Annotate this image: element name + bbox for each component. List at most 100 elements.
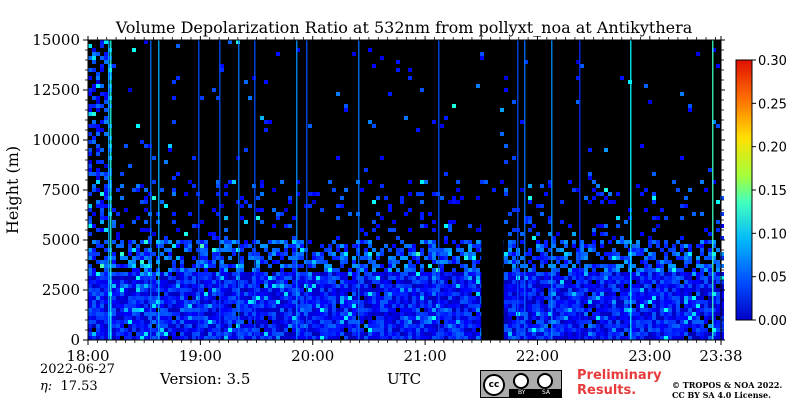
heatmap-cell-741	[188, 328, 192, 332]
heatmap-cell-3774	[712, 256, 716, 260]
copyright-note: © TROPOS & NOA 2022. CC BY SA 4.0 Licens…	[672, 380, 782, 400]
heatmap-cell-1060	[244, 200, 248, 204]
heatmap-cell-3462	[656, 268, 660, 272]
heatmap-cell-336	[124, 256, 128, 260]
heatmap-cell-3449	[652, 312, 656, 316]
heatmap-cell-1503	[320, 284, 324, 288]
heatmap-cell-3330	[632, 324, 636, 328]
heatmap-cell-1199	[268, 252, 272, 256]
heatmap-cell-1517	[324, 248, 328, 252]
heatmap-cell-2281	[452, 312, 456, 316]
heatmap-cell-1982	[404, 296, 408, 300]
heatmap-cell-2578	[504, 284, 508, 288]
heatmap-cell-1509	[320, 308, 324, 312]
heatmap-cell-3411	[648, 256, 652, 260]
heatmap-cell-3734	[704, 288, 708, 292]
x-tick-label-3: 21:00	[403, 347, 446, 365]
heatmap-cell-3392	[644, 284, 648, 288]
heatmap-cell-2412	[476, 284, 480, 288]
heatmap-cell-573	[160, 312, 164, 316]
heatmap-cell-471	[144, 276, 148, 280]
heatmap-cell-400	[132, 320, 136, 324]
heatmap-cell-3778	[712, 280, 716, 284]
heatmap-cell-1006	[232, 328, 236, 332]
heatmap-cell-3090	[592, 284, 596, 288]
heatmap-cell-2372	[468, 308, 472, 312]
heatmap-cell-1957	[400, 288, 404, 292]
heatmap-cell-3400	[644, 316, 648, 320]
heatmap-cell-404	[136, 124, 140, 128]
heatmap-cell-452	[140, 324, 144, 328]
heatmap-cell-2196	[440, 264, 444, 268]
heatmap-cell-1856	[384, 196, 388, 200]
heatmap-cell-3775	[712, 260, 716, 264]
heatmap-cell-578	[160, 332, 164, 336]
heatmap-cell-79	[92, 304, 96, 308]
heatmap-cell-1857	[384, 244, 388, 248]
heatmap-cell-1293	[284, 248, 288, 252]
heatmap-cell-1274	[280, 280, 284, 284]
heatmap-cell-3486	[660, 276, 664, 280]
heatmap-cell-2297	[456, 280, 460, 284]
heatmap-cell-2687	[520, 332, 524, 336]
heatmap-cell-2364	[468, 276, 472, 280]
heatmap-cell-423	[136, 312, 140, 316]
heatmap-cell-2132	[428, 308, 432, 312]
heatmap-cell-1284	[280, 320, 284, 324]
heatmap-cell-1520	[324, 268, 328, 272]
heatmap-cell-2770	[536, 292, 540, 296]
heatmap-cell-416	[136, 284, 140, 288]
heatmap-cell-2824	[544, 324, 548, 328]
heatmap-cell-214	[104, 328, 108, 332]
heatmap-cell-418	[136, 292, 140, 296]
heatmap-cell-2337	[464, 264, 468, 268]
heatmap-cell-2218	[444, 240, 448, 244]
heatmap-cell-3106	[596, 264, 600, 268]
heatmap-cell-3521	[664, 324, 668, 328]
x-tick-label-1: 19:00	[179, 347, 222, 365]
heatmap-cell-2286	[452, 332, 456, 336]
heatmap-cell-1671	[352, 52, 356, 56]
heatmap-cell-3523	[664, 332, 668, 336]
heatmap-cell-3464	[656, 276, 660, 280]
heatmap-cell-989	[232, 180, 236, 184]
heatmap-cell-3073	[588, 320, 592, 324]
heatmap-cell-1327	[288, 308, 292, 312]
heatmap-cell-2788	[540, 256, 544, 260]
heatmap-cell-3226	[616, 252, 620, 256]
heatmap-cell-1163	[260, 288, 264, 292]
heatmap-cell-151	[100, 220, 104, 224]
heatmap-cell-2909	[560, 300, 564, 304]
heatmap-cell-2634	[512, 300, 516, 304]
heatmap-cell-3405	[644, 336, 648, 340]
heatmap-cell-2287	[452, 336, 456, 340]
heatmap-cell-1326	[288, 304, 292, 308]
heatmap-cell-212	[104, 320, 108, 324]
heatmap-cell-832	[204, 304, 208, 308]
heatmap-cell-2225	[444, 280, 448, 284]
heatmap-cell-1666	[348, 320, 352, 324]
heatmap-cell-1405	[300, 324, 304, 328]
heatmap-cell-859	[208, 332, 212, 336]
heatmap-cell-751	[192, 276, 196, 280]
heatmap-cell-1615	[340, 276, 344, 280]
heatmap-cell-1988	[404, 320, 408, 324]
heatmap-cell-1088	[248, 284, 252, 288]
heatmap-cell-3210	[612, 292, 616, 296]
heatmap-cell-3574	[676, 272, 680, 276]
heatmap-cell-1559	[328, 332, 332, 336]
heatmap-cell-265	[112, 252, 116, 256]
heatmap-cell-2820	[544, 308, 548, 312]
heatmap-cell-2982	[572, 328, 576, 332]
heatmap-cell-322	[120, 288, 124, 292]
heatmap-cell-165	[100, 308, 104, 312]
heatmap-cell-1611	[340, 256, 344, 260]
heatmap-cell-2795	[540, 288, 544, 292]
heatmap-cell-3499	[660, 328, 664, 332]
heatmap-cell-1789	[372, 228, 376, 232]
heatmap-cell-1149	[256, 332, 260, 336]
heatmap-cell-3401	[644, 320, 648, 324]
heatmap-cell-1564	[332, 256, 336, 260]
heatmap-cell-3471	[656, 304, 660, 308]
heatmap-cell-1296	[284, 272, 288, 276]
